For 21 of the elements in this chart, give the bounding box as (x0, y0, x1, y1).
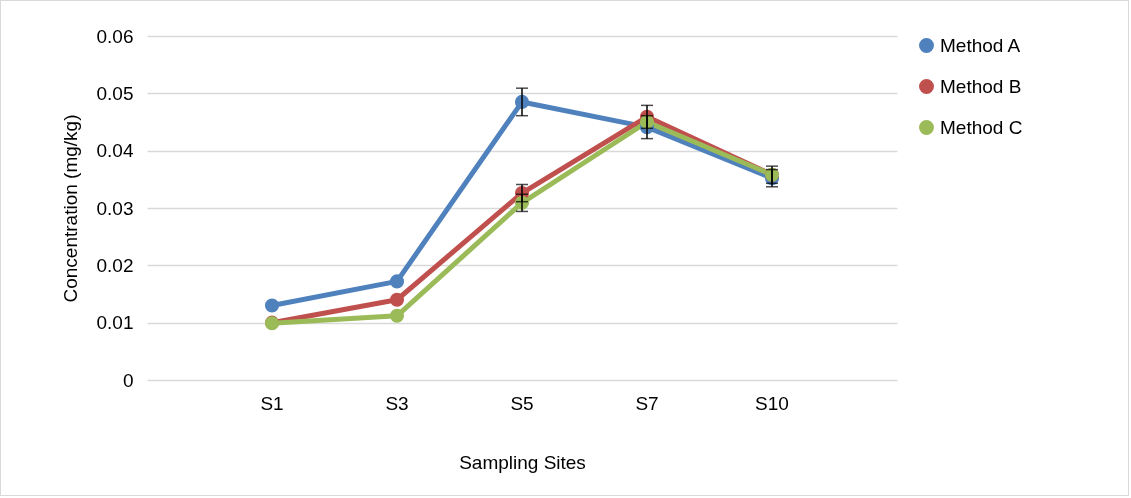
y-tick-label: 0.01 (96, 312, 134, 334)
point (389, 274, 405, 289)
y-tick-label: 0.05 (96, 82, 134, 104)
y-tick-label: 0.02 (96, 254, 134, 276)
point (264, 298, 280, 313)
legend-label: Method A (940, 34, 1021, 56)
y-tick-label: 0.03 (96, 197, 134, 219)
y-axis-title: Concentration (mg/kg) (59, 114, 81, 303)
x-tick-label: S1 (260, 392, 284, 414)
y-tick-label: 0.04 (96, 140, 134, 162)
point (389, 308, 405, 323)
point (389, 292, 405, 307)
y-tick-label: 0.06 (96, 25, 134, 47)
x-tick-label: S10 (755, 392, 789, 414)
x-axis-title: Sampling Sites (459, 451, 586, 473)
x-tick-label: S3 (385, 392, 409, 414)
legend-label: Method B (940, 75, 1022, 97)
legend-label: Method C (940, 116, 1023, 138)
x-tick-label: S5 (510, 392, 534, 414)
y-tick-label: 0 (122, 369, 134, 391)
x-tick-label: S7 (635, 392, 659, 414)
